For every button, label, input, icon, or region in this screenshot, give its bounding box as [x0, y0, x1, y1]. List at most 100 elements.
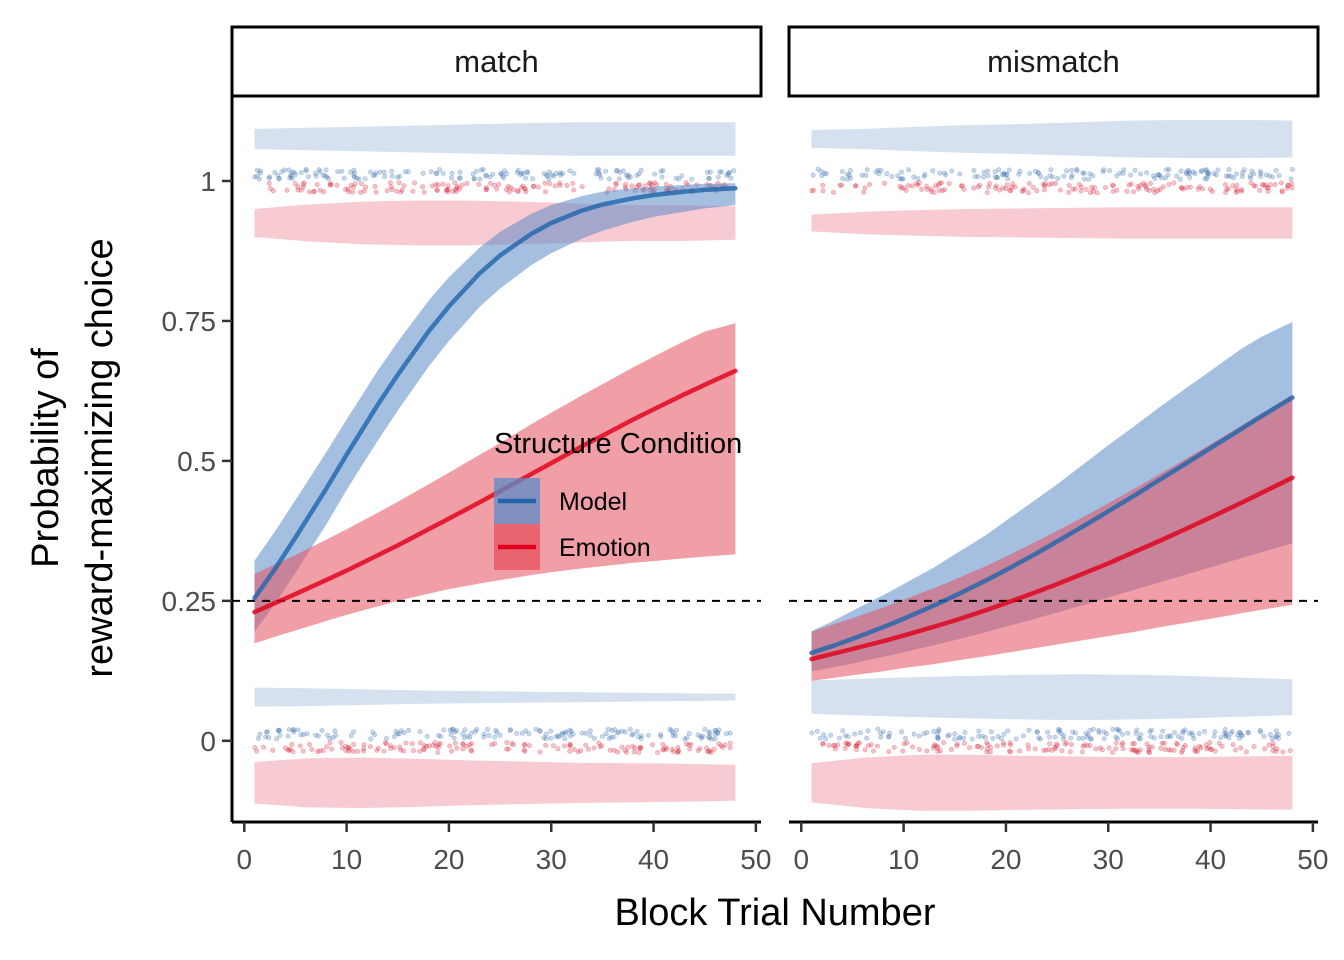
raw-point [984, 749, 990, 755]
raw-point [954, 743, 960, 749]
raw-point [1084, 734, 1090, 740]
raw-point [437, 741, 443, 747]
raw-point [1276, 735, 1282, 741]
raw-point [663, 746, 669, 752]
raw-point [1132, 747, 1138, 753]
raw-point [609, 727, 615, 733]
raw-point [622, 747, 628, 753]
raw-point [1101, 736, 1107, 742]
raw-point [886, 734, 892, 740]
raw-data-points [252, 166, 1295, 755]
raw-point [1010, 181, 1016, 187]
raw-point [450, 726, 456, 732]
raw-point [562, 730, 568, 736]
raw-point [976, 733, 982, 739]
raw-point [1100, 169, 1106, 175]
raw-point [1226, 173, 1232, 179]
raw-point [613, 168, 619, 174]
raw-point [504, 739, 510, 745]
raw-point [1083, 730, 1089, 736]
raw-point [823, 171, 829, 177]
raw-point [300, 184, 306, 190]
raw-point [420, 170, 426, 176]
raw-point [440, 181, 446, 187]
raw-point [712, 736, 718, 742]
raw-point [1206, 745, 1212, 751]
raw-point [1064, 740, 1070, 746]
raw-point [935, 182, 941, 188]
raw-point [632, 745, 638, 751]
raw-point [857, 730, 863, 736]
raw-point [906, 167, 912, 173]
raw-point [638, 736, 644, 742]
raw-point [819, 173, 825, 179]
raw-point [387, 180, 393, 186]
raw-point [1233, 190, 1239, 196]
raw-point [1025, 742, 1031, 748]
raw-point [1247, 173, 1253, 179]
raw-point [625, 744, 631, 750]
raw-point [1004, 171, 1010, 177]
raw-point [462, 727, 468, 733]
raw-point [1033, 168, 1039, 174]
raw-point [1050, 174, 1056, 180]
raw-point [1110, 183, 1116, 189]
raw-point [257, 731, 263, 737]
y-tick-label-1: 1 [200, 166, 216, 197]
raw-point [266, 180, 272, 186]
raw-point [1228, 731, 1234, 737]
raw-point [831, 742, 837, 748]
raw-point [1003, 172, 1009, 178]
raw-point [1263, 182, 1269, 188]
raw-point [567, 168, 573, 174]
raw-point [704, 169, 710, 175]
raw-point [1144, 741, 1150, 747]
raw-point [1136, 735, 1142, 741]
raw-point [290, 727, 296, 733]
raw-point [660, 746, 666, 752]
raw-point [1238, 730, 1244, 736]
raw-point [1215, 167, 1221, 173]
raw-point [1279, 189, 1285, 195]
raw-point [1162, 175, 1168, 181]
raw-point [567, 748, 573, 754]
raw-point [1116, 728, 1122, 734]
raw-point [508, 185, 514, 191]
raw-point [1000, 740, 1006, 746]
density-band-match-model-2 [254, 687, 736, 707]
raw-point [351, 173, 357, 179]
raw-point [717, 169, 723, 175]
raw-point [980, 174, 986, 180]
raw-point [638, 167, 644, 173]
raw-point [1008, 188, 1014, 194]
raw-point [448, 175, 454, 181]
raw-point [559, 730, 565, 736]
raw-point [266, 735, 272, 741]
raw-point [454, 185, 460, 191]
raw-point [298, 732, 304, 738]
raw-point [517, 172, 523, 178]
raw-point [561, 743, 567, 749]
strip-label-mismatch: mismatch [987, 44, 1120, 79]
raw-point [818, 168, 824, 174]
raw-point [1180, 730, 1186, 736]
raw-point [1040, 182, 1046, 188]
raw-point [481, 734, 487, 740]
raw-point [1110, 189, 1116, 195]
raw-point [1113, 740, 1119, 746]
raw-point [658, 732, 664, 738]
raw-point [317, 748, 323, 754]
raw-point [865, 728, 871, 734]
raw-point [464, 733, 470, 739]
raw-point [403, 740, 409, 746]
raw-point [361, 188, 367, 194]
raw-point [703, 745, 709, 751]
raw-point [706, 729, 712, 735]
raw-point [1224, 186, 1230, 192]
raw-point [1082, 742, 1088, 748]
raw-point [1229, 728, 1235, 734]
raw-point [1147, 188, 1153, 194]
raw-point [848, 175, 854, 181]
raw-point [1133, 730, 1139, 736]
raw-point [1046, 182, 1052, 188]
